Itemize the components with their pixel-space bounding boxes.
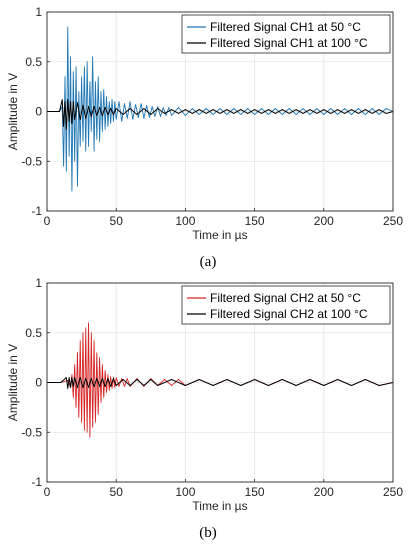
- series-line-2: [47, 377, 394, 389]
- axes-frame: [46, 11, 394, 212]
- y-tick-label: -0.5: [21, 425, 42, 439]
- y-tick-label: 1: [35, 276, 42, 290]
- x-tick-label: 50: [110, 485, 124, 499]
- y-tick-label: -0.5: [21, 154, 42, 168]
- y-tick-label: -1: [31, 475, 42, 489]
- legend-box: [181, 14, 391, 54]
- x-tick-label: 250: [383, 214, 403, 228]
- y-tick-label: 1: [35, 5, 42, 19]
- y-tick-label: 0: [35, 376, 42, 390]
- chart-panel-a: 0 50 100 150 200 250 -1 -0.5 0 0.5 1 Time in µs Ampl…: [6, 5, 403, 270]
- panel-caption: (a): [200, 254, 217, 270]
- y-axis-label: Amplitude in V: [6, 73, 20, 150]
- legend: Filtered Signal CH2 at 50 °C Filtered Sig…: [181, 285, 391, 325]
- chart-panel-b: 0 50 100 150 200 250 -1 -0.5 0 0.5 1 Time in µs Ampl…: [6, 276, 403, 541]
- x-tick-label: 100: [175, 214, 195, 228]
- legend: Filtered Signal CH1 at 50 °C Filtered Sig…: [181, 14, 391, 54]
- y-axis-label: Amplitude in V: [6, 344, 20, 421]
- axes-frame: [46, 282, 394, 483]
- legend-box: [181, 285, 391, 325]
- x-tick-label: 250: [383, 485, 403, 499]
- x-tick-label: 200: [314, 214, 334, 228]
- legend-entry-2: Filtered Signal CH1 at 100 °C: [210, 36, 368, 50]
- legend-entry-1: Filtered Signal CH1 at 50 °C: [210, 20, 361, 34]
- x-tick-label: 0: [44, 214, 51, 228]
- x-tick-label: 0: [44, 485, 51, 499]
- y-tick-label: 0.5: [25, 326, 42, 340]
- x-tick-label: 150: [245, 485, 265, 499]
- x-tick-label: 200: [314, 485, 334, 499]
- y-tick-label: 0.5: [25, 55, 42, 69]
- x-tick-label: 100: [175, 485, 195, 499]
- x-tick-label: 50: [110, 214, 124, 228]
- legend-entry-1: Filtered Signal CH2 at 50 °C: [210, 291, 361, 305]
- x-tick-label: 150: [245, 214, 265, 228]
- x-axis-label: Time in µs: [192, 499, 247, 513]
- y-tick-label: 0: [35, 105, 42, 119]
- y-tick-label: -1: [31, 204, 42, 218]
- legend-entry-2: Filtered Signal CH2 at 100 °C: [210, 307, 368, 321]
- series-line-2: [47, 99, 394, 130]
- panel-caption: (b): [199, 525, 217, 541]
- x-axis-label: Time in µs: [192, 228, 247, 242]
